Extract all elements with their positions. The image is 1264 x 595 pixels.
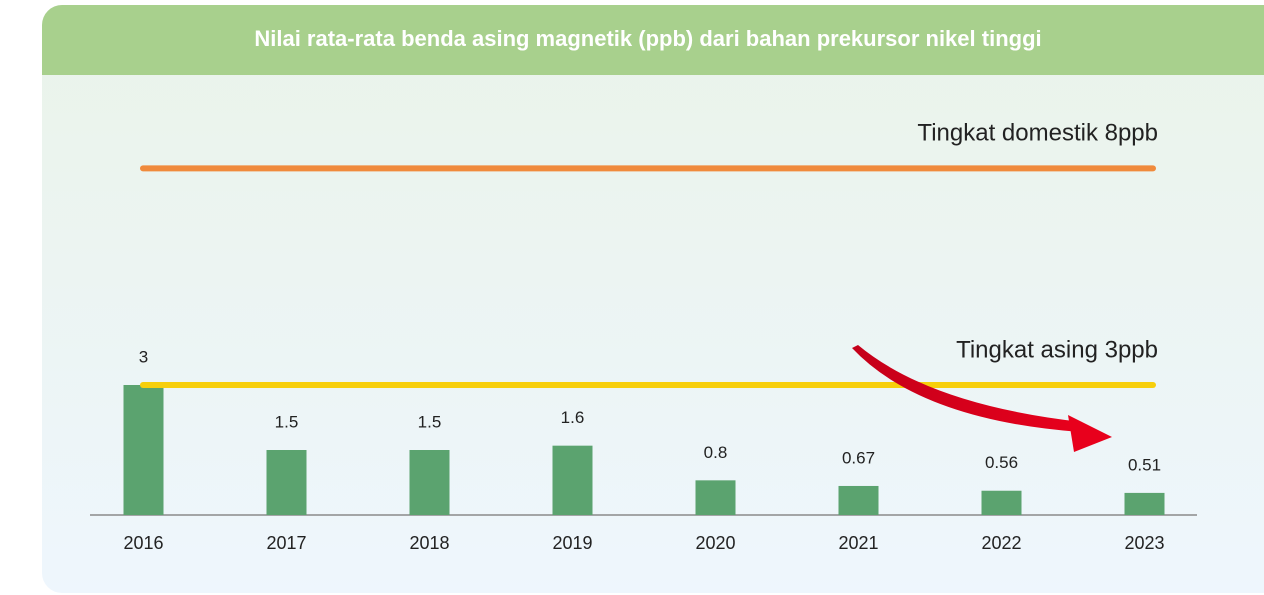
value-label: 0.67	[842, 448, 875, 467]
reference-label: Tingkat domestik 8ppb	[917, 120, 1158, 147]
trend-arrow	[852, 345, 1112, 452]
value-label: 1.5	[418, 412, 442, 431]
reference-label: Tingkat asing 3ppb	[956, 336, 1158, 363]
x-tick-label: 2022	[981, 533, 1021, 553]
bar	[1124, 492, 1165, 515]
x-tick-label: 2020	[695, 533, 735, 553]
bar	[981, 490, 1022, 515]
bar	[552, 445, 593, 515]
card	[42, 5, 1264, 593]
value-label: 1.5	[275, 412, 299, 431]
bar	[409, 450, 450, 515]
value-label: 1.6	[561, 408, 585, 427]
bar	[695, 480, 736, 515]
x-tick-label: 2018	[409, 533, 449, 553]
chart-title: Nilai rata-rata benda asing magnetik (pp…	[254, 26, 1041, 51]
bar	[123, 385, 164, 515]
x-tick-label: 2019	[552, 533, 592, 553]
x-tick-label: 2016	[123, 533, 163, 553]
arrow-body	[852, 345, 1082, 432]
x-tick-label: 2021	[838, 533, 878, 553]
value-label: 0.51	[1128, 455, 1161, 474]
arrow-head	[1068, 415, 1112, 452]
x-tick-label: 2023	[1124, 533, 1164, 553]
value-label: 0.56	[985, 453, 1018, 472]
header	[42, 5, 1264, 75]
bar	[838, 485, 879, 515]
bar	[266, 450, 307, 515]
value-label: 3	[139, 347, 148, 366]
x-tick-label: 2017	[266, 533, 306, 553]
value-label: 0.8	[704, 443, 728, 462]
